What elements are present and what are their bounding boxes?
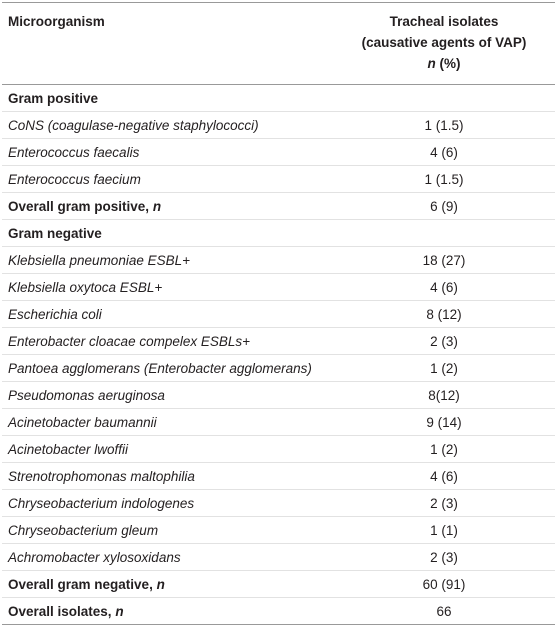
organism-row: Enterococcus faecium 1 (1.5) xyxy=(2,165,555,193)
total-italic: n xyxy=(156,576,165,592)
organism-count: 2 (3) xyxy=(333,543,555,571)
organism-row: Acinetobacter lwoffii 1 (2) xyxy=(2,435,555,463)
organism-count: 2 (3) xyxy=(333,489,555,517)
organism-count: 8(12) xyxy=(333,381,555,409)
total-label: Overall isolates, n xyxy=(2,597,333,625)
total-label: Overall gram positive, n xyxy=(2,192,333,220)
organism-count: 4 (6) xyxy=(333,273,555,301)
section-title: Gram positive xyxy=(8,90,99,106)
table-header: Microorganism Tracheal isolates (causati… xyxy=(2,2,555,85)
organism-row: Achromobacter xylosoxidans 2 (3) xyxy=(2,543,555,571)
organism-name: Enterococcus faecalis xyxy=(2,138,333,166)
organism-count: 9 (14) xyxy=(333,408,555,436)
organism-name: Acinetobacter baumannii xyxy=(2,408,333,436)
organism-name: Klebsiella oxytoca ESBL+ xyxy=(2,273,333,301)
organism-row: Chryseobacterium indologenes 2 (3) xyxy=(2,489,555,517)
organism-row: Strenotrophomonas maltophilia 4 (6) xyxy=(2,462,555,490)
header-unit: (%) xyxy=(439,56,461,71)
organism-count: 1 (1.5) xyxy=(333,165,555,193)
organism-row: Chryseobacterium gleum 1 (1) xyxy=(2,516,555,544)
organism-name: Achromobacter xylosoxidans xyxy=(2,543,333,571)
organism-row: Klebsiella oxytoca ESBL+ 4 (6) xyxy=(2,273,555,301)
organism-count: 1 (2) xyxy=(333,354,555,382)
organism-count: 18 (27) xyxy=(333,246,555,274)
organism-row: Enterobacter cloacae compelex ESBLs+ 2 (3… xyxy=(2,327,555,355)
total-italic: n xyxy=(115,603,124,619)
organism-name: Escherichia coli xyxy=(2,300,333,328)
total-label: Overall gram negative, n xyxy=(2,570,333,598)
organism-name: Enterococcus faecium xyxy=(2,165,333,193)
total-text: Overall isolates, xyxy=(8,603,112,619)
organism-name: Strenotrophomonas maltophilia xyxy=(2,462,333,490)
total-text: Overall gram negative, xyxy=(8,576,153,592)
organism-count: 1 (2) xyxy=(333,435,555,463)
header-line: (causative agents of VAP) xyxy=(361,35,527,50)
organism-row: Enterococcus faecalis 4 (6) xyxy=(2,138,555,166)
organism-row: Klebsiella pneumoniae ESBL+ 18 (27) xyxy=(2,246,555,274)
header-line: n (%) xyxy=(339,53,549,74)
section-row: Gram negative xyxy=(2,219,555,247)
table-body: Gram positive CoNS (coagulase-negative st… xyxy=(2,85,555,625)
header-cell: Tracheal isolates (causative agents of V… xyxy=(333,2,555,85)
total-text: Overall gram positive, xyxy=(8,198,150,214)
total-row: Overall gram negative, n 60 (91) xyxy=(2,570,555,598)
organism-name: Chryseobacterium indologenes xyxy=(2,489,333,517)
total-value: 6 (9) xyxy=(333,192,555,220)
organism-count: 2 (3) xyxy=(333,327,555,355)
organism-name: Pantoea agglomerans (Enterobacter agglom… xyxy=(2,354,333,382)
organism-name: CoNS (coagulase-negative staphylococci) xyxy=(2,111,333,139)
organism-count: 1 (1.5) xyxy=(333,111,555,139)
header-row: Microorganism Tracheal isolates (causati… xyxy=(2,2,555,85)
organism-count: 1 (1) xyxy=(333,516,555,544)
organism-count: 8 (12) xyxy=(333,300,555,328)
section-row: Gram positive xyxy=(2,85,555,112)
header-cell: Microorganism xyxy=(2,2,333,85)
organism-name: Enterobacter cloacae compelex ESBLs+ xyxy=(2,327,333,355)
organism-count: 4 (6) xyxy=(333,138,555,166)
section-empty xyxy=(333,85,555,112)
organism-row: Pseudomonas aeruginosa 8(12) xyxy=(2,381,555,409)
total-row: Overall isolates, n 66 xyxy=(2,597,555,625)
total-value: 66 xyxy=(333,597,555,625)
total-italic: n xyxy=(152,198,162,214)
organism-name: Chryseobacterium gleum xyxy=(2,516,333,544)
organism-name: Pseudomonas aeruginosa xyxy=(2,381,333,409)
organism-count: 4 (6) xyxy=(333,462,555,490)
section-empty xyxy=(333,219,555,247)
organism-row: CoNS (coagulase-negative staphylococci) 1… xyxy=(2,111,555,139)
section-title: Gram negative xyxy=(2,219,333,247)
isolates-table: Microorganism Tracheal isolates (causati… xyxy=(2,2,555,625)
total-value: 60 (91) xyxy=(333,570,555,598)
organism-row: Escherichia coli 8 (12) xyxy=(2,300,555,328)
organism-name: Acinetobacter lwoffii xyxy=(2,435,333,463)
organism-row: Pantoea agglomerans (Enterobacter agglom… xyxy=(2,354,555,382)
organism-name: Klebsiella pneumoniae ESBL+ xyxy=(2,246,333,274)
organism-row: Acinetobacter baumannii 9 (14) xyxy=(2,408,555,436)
header-line: Tracheal isolates xyxy=(389,14,499,29)
header-italic: n xyxy=(427,56,436,71)
